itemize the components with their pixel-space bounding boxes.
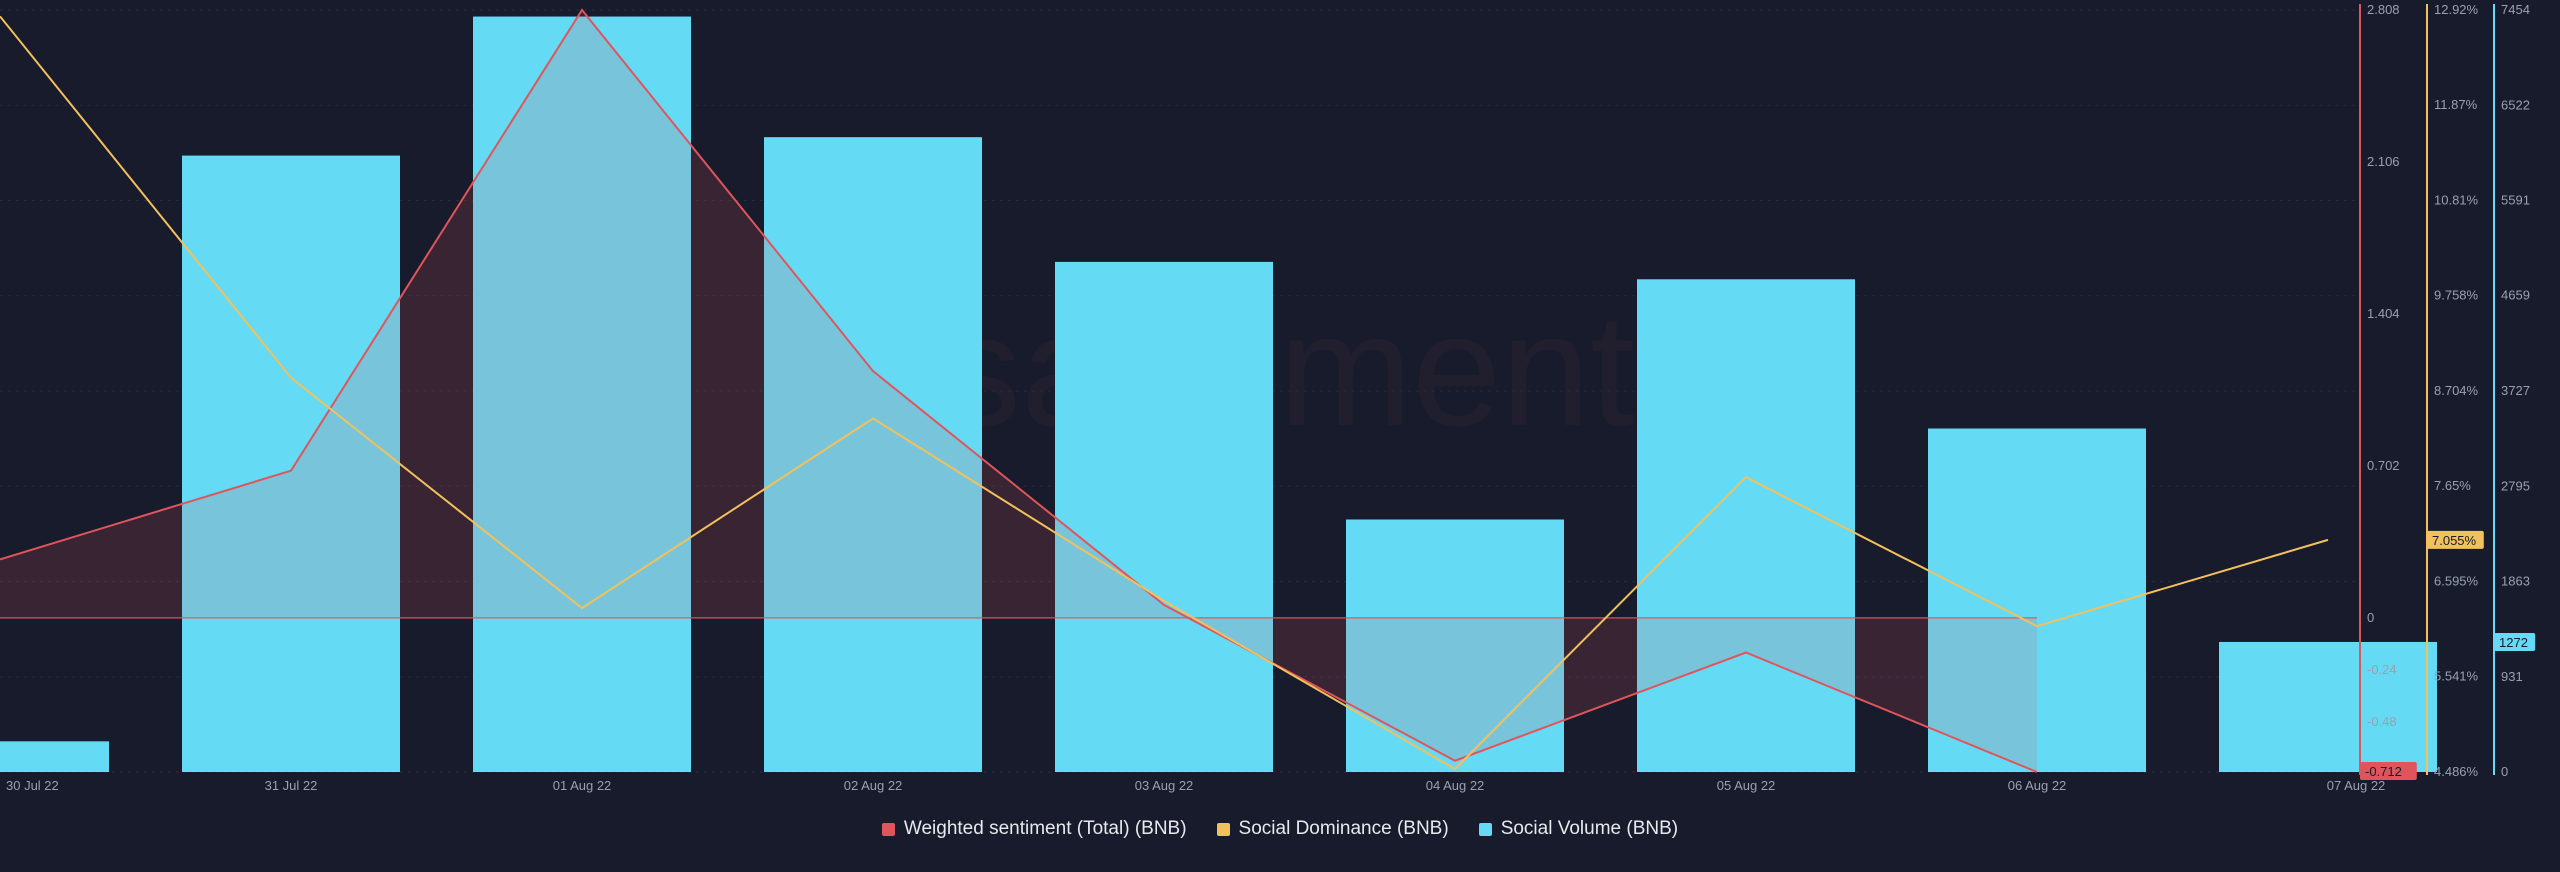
watermark: santiment. [941,280,1679,459]
volume-bar [2219,641,2437,772]
sentiment-tick-label: -0.24 [2367,662,2397,677]
volume-tick-label: 2795 [2501,478,2530,493]
volume-tick-label: 7454 [2501,2,2530,17]
legend: Weighted sentiment (Total) (BNB) Social … [0,818,2560,840]
sentiment-line [0,8,2038,773]
x-tick-label: 30 Jul 22 [6,778,59,793]
x-tick-label: 07 Aug 22 [2327,778,2386,793]
volume-bar [1055,261,1273,772]
dominance-tick-label: 12.92% [2434,2,2479,17]
axes-layer: 30 Jul 22 31 Jul 22 01 Aug 22 02 Aug 22 03 A… [6,2,2536,793]
x-tick-label: 02 Aug 22 [844,778,903,793]
sentiment-current-badge-bg [2360,762,2417,780]
sentiment-tick-label: 2.106 [2367,154,2400,169]
legend-swatch-dominance [1216,822,1230,836]
dominance-line [0,15,2329,771]
dominance-current-badge: 7.055% [2432,533,2477,548]
legend-item-sentiment[interactable]: Weighted sentiment (Total) (BNB) [881,818,1187,840]
x-tick-label: 01 Aug 22 [553,778,612,793]
legend-label-sentiment: Weighted sentiment (Total) (BNB) [903,818,1187,839]
volume-current-badge: 1272 [2499,635,2528,650]
volume-bar [1928,428,2146,772]
dominance-tick-label: 7.65% [2434,478,2471,493]
legend-label-volume: Social Volume (BNB) [1500,818,1679,839]
x-tick-label: 05 Aug 22 [1717,778,1776,793]
volume-bar [473,16,691,772]
sentiment-tick-label: 0 [2367,610,2374,625]
volume-bar [764,137,982,772]
x-tick-label: 06 Aug 22 [2008,778,2067,793]
volume-tick-label: 931 [2501,669,2523,684]
volume-bar [1637,279,1855,772]
dominance-tick-label: 11.87% [2434,97,2478,112]
legend-label-dominance: Social Dominance (BNB) [1238,818,1449,839]
sentiment-tick-label: 2.808 [2367,2,2400,17]
dominance-tick-label: 10.81% [2434,193,2479,208]
volume-tick-label: 3727 [2501,383,2530,398]
dominance-tick-label: 9.758% [2434,288,2479,303]
dominance-current-badge-bg [2427,530,2484,549]
x-tick-label: 31 Jul 22 [265,778,318,793]
sentiment-tick-label: -0.48 [2367,714,2397,729]
volume-tick-label: 6522 [2501,97,2530,112]
sentiment-tick-label: 0.702 [2367,458,2400,473]
volume-tick-label: 1863 [2501,574,2530,589]
volume-tick-label: 0 [2501,764,2508,779]
sentiment-current-badge: -0.712 [2365,764,2402,779]
volume-bars [0,16,2437,773]
volume-current-badge-bg [2494,632,2536,651]
legend-item-dominance[interactable]: Social Dominance (BNB) [1216,818,1449,840]
dominance-tick-label: 5.541% [2434,669,2479,684]
legend-item-volume[interactable]: Social Volume (BNB) [1478,818,1679,840]
x-tick-label: 04 Aug 22 [1426,778,1485,793]
legend-swatch-sentiment [881,822,895,836]
dominance-tick-label: 6.595% [2434,573,2479,588]
volume-bar [182,155,400,773]
dominance-tick-label: 8.704% [2434,383,2479,398]
volume-tick-label: 4659 [2501,288,2530,303]
volume-bar [0,741,109,772]
volume-bar [1346,519,1564,772]
sentiment-area [0,10,2037,772]
sentiment-tick-label: 1.404 [2367,306,2400,321]
dominance-series [0,15,2329,771]
sentiment-series [0,8,2038,773]
legend-swatch-volume [1478,822,1492,836]
x-tick-label: 03 Aug 22 [1135,778,1194,793]
dominance-tick-label: 4.486% [2434,764,2479,779]
volume-tick-label: 5591 [2501,192,2530,207]
